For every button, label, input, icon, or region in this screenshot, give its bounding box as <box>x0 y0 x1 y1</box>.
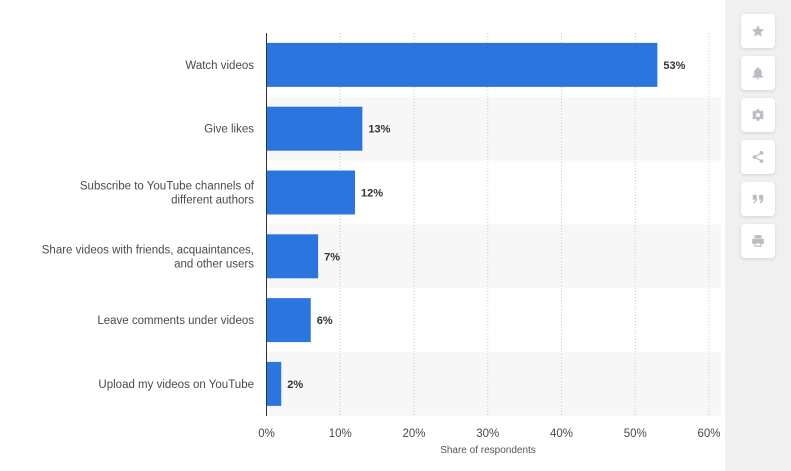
value-label: 2% <box>287 379 303 391</box>
bar[interactable] <box>266 42 658 87</box>
bell-icon <box>752 67 764 80</box>
category-label: Subscribe to YouTube channels of differen… <box>80 181 255 207</box>
print-button[interactable] <box>741 224 775 258</box>
category-label: Give likes <box>204 124 254 136</box>
share-icon <box>752 151 764 163</box>
bar[interactable] <box>266 170 356 215</box>
row-bands <box>266 96 721 416</box>
quote-icon <box>752 194 764 204</box>
x-tick-label: 40% <box>550 428 573 440</box>
x-tick-label: 0% <box>258 428 275 440</box>
value-label: 6% <box>317 315 333 327</box>
print-icon <box>752 235 764 247</box>
star-icon <box>751 25 765 37</box>
x-tick-label: 20% <box>402 428 425 440</box>
bar-chart: Watch videos Give likes Subscribe to YouTu… <box>42 33 721 456</box>
value-label: 53% <box>663 60 685 72</box>
category-labels: Watch videos Give likes Subscribe to YouTu… <box>42 60 255 391</box>
x-tick-label: 30% <box>476 428 499 440</box>
value-labels: 53% 13% 12% 7% 6% 2% <box>287 60 685 391</box>
bar[interactable] <box>266 298 311 343</box>
cite-button[interactable] <box>741 182 775 216</box>
notify-button[interactable] <box>741 56 775 90</box>
x-axis-ticks: 0% 10% 20% 30% 40% 50% 60% <box>258 428 720 440</box>
row-band <box>266 352 721 416</box>
favorite-button[interactable] <box>741 14 775 48</box>
side-toolbar <box>741 14 775 266</box>
bar[interactable] <box>266 361 282 406</box>
settings-button[interactable] <box>741 98 775 132</box>
bar[interactable] <box>266 234 319 279</box>
gear-icon <box>751 109 765 121</box>
row-band <box>266 224 721 289</box>
category-label: Upload my videos on YouTube <box>98 379 254 391</box>
value-label: 13% <box>368 124 390 136</box>
category-label: Share videos with friends, acquaintances… <box>42 244 254 270</box>
bar[interactable] <box>266 106 363 151</box>
x-tick-label: 50% <box>624 428 647 440</box>
bars <box>266 42 658 406</box>
category-label: Leave comments under videos <box>97 315 254 327</box>
x-axis-title: Share of respondents <box>440 445 536 456</box>
value-label: 12% <box>361 188 383 200</box>
category-label: Watch videos <box>185 60 254 72</box>
x-tick-label: 10% <box>329 428 352 440</box>
x-tick-label: 60% <box>697 428 720 440</box>
gridlines <box>339 33 710 416</box>
value-label: 7% <box>324 251 340 263</box>
share-button[interactable] <box>741 140 775 174</box>
chart-card: Watch videos Give likes Subscribe to YouTu… <box>0 0 725 471</box>
